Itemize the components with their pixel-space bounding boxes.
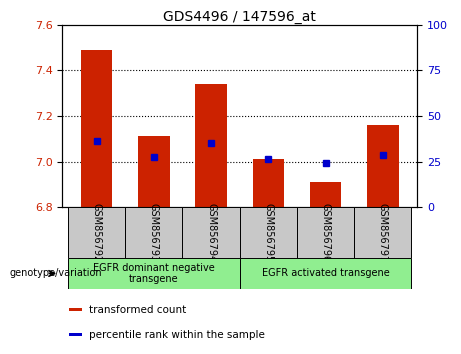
Bar	[69, 308, 82, 311]
Text: GSM856794: GSM856794	[206, 203, 216, 262]
Text: percentile rank within the sample: percentile rank within the sample	[89, 330, 265, 339]
Bar	[68, 207, 125, 258]
Bar	[68, 258, 240, 289]
Text: EGFR dominant negative
transgene: EGFR dominant negative transgene	[93, 263, 215, 284]
Text: GSM856795: GSM856795	[263, 203, 273, 262]
Bar	[297, 207, 354, 258]
Bar	[367, 125, 399, 207]
Bar	[310, 182, 341, 207]
Text: EGFR activated transgene: EGFR activated transgene	[262, 268, 390, 279]
Bar	[69, 333, 82, 336]
Bar	[138, 136, 170, 207]
Title: GDS4496 / 147596_at: GDS4496 / 147596_at	[163, 10, 316, 24]
Bar	[253, 159, 284, 207]
Text: transformed count: transformed count	[89, 305, 186, 315]
Text: GSM856793: GSM856793	[149, 203, 159, 262]
Text: GSM856796: GSM856796	[320, 203, 331, 262]
Text: GSM856792: GSM856792	[92, 203, 101, 262]
Bar	[125, 207, 183, 258]
Text: genotype/variation: genotype/variation	[9, 268, 102, 278]
Bar	[183, 207, 240, 258]
Bar	[240, 207, 297, 258]
Bar	[354, 207, 412, 258]
Bar	[240, 258, 412, 289]
Bar	[81, 50, 112, 207]
Bar	[195, 84, 227, 207]
Text: GSM856797: GSM856797	[378, 203, 388, 262]
